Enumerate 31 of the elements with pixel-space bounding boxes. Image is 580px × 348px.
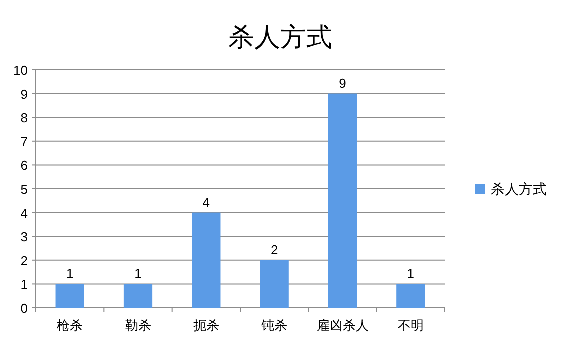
y-tick-label: 6 [20, 158, 28, 174]
y-tick-label: 2 [20, 253, 28, 268]
y-tick-label: 8 [20, 110, 28, 126]
bar [192, 212, 221, 308]
x-tick-label: 钝杀 [260, 318, 288, 333]
data-label: 1 [134, 266, 142, 282]
y-tick-label: 7 [20, 134, 28, 150]
y-tick-label: 9 [20, 86, 28, 102]
x-tick-label: 枪杀 [57, 318, 84, 333]
bar [56, 284, 84, 308]
x-tick-label: 不明 [398, 318, 424, 333]
y-tick-label: 10 [14, 63, 28, 78]
x-tick-label: 勒杀 [125, 318, 152, 333]
data-label: 1 [66, 266, 74, 282]
legend-label: 杀人方式 [491, 181, 547, 197]
data-label: 1 [407, 266, 415, 282]
y-tick-label: 4 [20, 206, 28, 221]
y-tick-label: 1 [20, 277, 28, 292]
y-tick-label: 0 [20, 301, 28, 316]
y-tick-label: 3 [20, 230, 28, 245]
chart-title: 杀人方式 [228, 22, 332, 52]
data-label: 2 [270, 242, 278, 258]
bar [328, 94, 358, 308]
data-label: 9 [339, 76, 346, 91]
data-label: 4 [202, 194, 210, 210]
y-tick-label: 5 [20, 182, 28, 197]
x-tick-label: 雇凶杀人 [316, 318, 369, 333]
bar [124, 284, 153, 308]
bar [396, 284, 426, 308]
x-tick-label: 扼杀 [193, 318, 220, 333]
bar [260, 260, 289, 308]
